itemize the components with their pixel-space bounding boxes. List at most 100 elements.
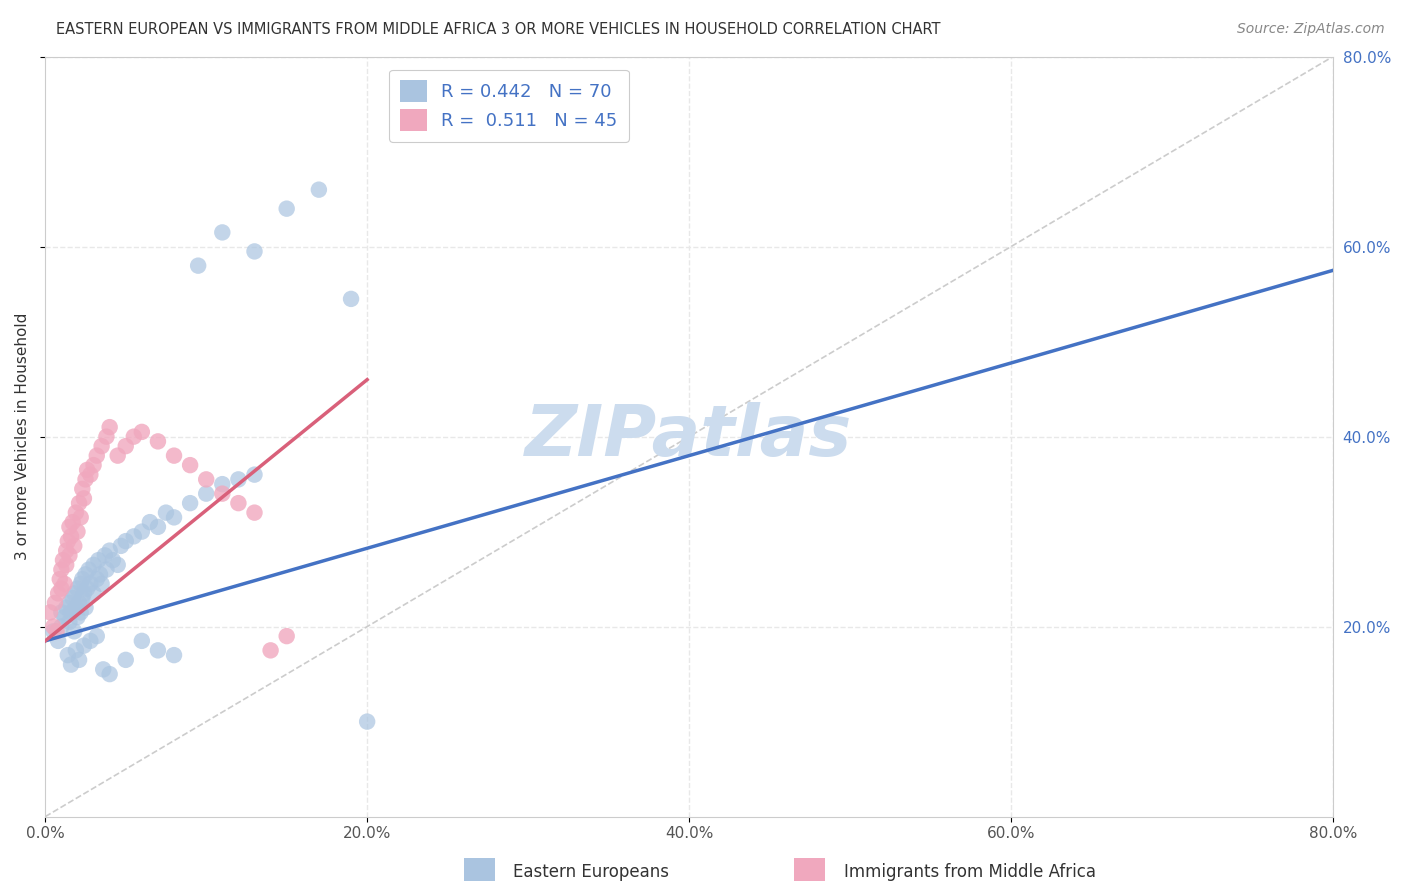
Point	[98, 667, 121, 681]
Point	[89, 567, 111, 582]
Point	[79, 577, 101, 591]
Point	[46, 633, 69, 648]
Point	[146, 520, 169, 534]
Point	[86, 572, 108, 586]
Point	[67, 596, 90, 610]
Point	[69, 510, 91, 524]
Point	[42, 624, 65, 639]
Point	[110, 539, 132, 553]
Point	[51, 582, 73, 596]
Point	[42, 619, 65, 633]
Point	[83, 586, 105, 600]
Text: Source: ZipAtlas.com: Source: ZipAtlas.com	[1237, 22, 1385, 37]
Point	[155, 506, 177, 520]
Point	[187, 259, 209, 273]
Point	[73, 639, 96, 653]
Point	[73, 586, 96, 600]
Point	[66, 524, 89, 539]
Point	[79, 633, 101, 648]
Point	[39, 606, 62, 620]
Point	[179, 496, 201, 510]
Point	[56, 648, 79, 662]
Point	[79, 467, 101, 482]
Point	[51, 619, 73, 633]
Point	[96, 563, 118, 577]
Point	[114, 653, 136, 667]
Point	[60, 606, 83, 620]
Point	[53, 577, 76, 591]
Point	[69, 577, 91, 591]
Point	[49, 572, 72, 586]
Point	[146, 643, 169, 657]
Point	[211, 477, 233, 491]
Point	[51, 563, 73, 577]
Point	[356, 714, 378, 729]
Point	[139, 515, 162, 529]
Point	[45, 624, 67, 639]
Point	[77, 563, 100, 577]
Point	[46, 586, 69, 600]
Point	[86, 449, 108, 463]
Point	[73, 491, 96, 506]
Point	[90, 577, 112, 591]
Point	[228, 472, 250, 486]
Point	[211, 486, 233, 500]
Point	[122, 529, 145, 543]
Point	[107, 558, 129, 572]
Point	[243, 506, 266, 520]
Point	[76, 463, 98, 477]
Point	[62, 591, 84, 606]
Point	[276, 629, 298, 643]
Point	[131, 633, 153, 648]
Point	[51, 606, 73, 620]
Point	[83, 558, 105, 572]
Point	[58, 520, 80, 534]
Point	[63, 586, 86, 600]
Point	[55, 543, 77, 558]
Point	[122, 430, 145, 444]
Point	[75, 600, 97, 615]
Text: EASTERN EUROPEAN VS IMMIGRANTS FROM MIDDLE AFRICA 3 OR MORE VEHICLES IN HOUSEHOL: EASTERN EUROPEAN VS IMMIGRANTS FROM MIDD…	[56, 22, 941, 37]
Point	[58, 596, 80, 610]
Point	[69, 606, 91, 620]
Point	[163, 648, 186, 662]
Point	[107, 449, 129, 463]
Point	[76, 582, 98, 596]
Point	[52, 553, 75, 567]
Point	[53, 610, 76, 624]
Y-axis label: 3 or more Vehicles in Household: 3 or more Vehicles in Household	[15, 313, 30, 560]
Point	[72, 572, 94, 586]
Point	[67, 653, 90, 667]
Point	[163, 510, 186, 524]
Point	[75, 567, 97, 582]
Point	[72, 482, 94, 496]
Point	[65, 506, 87, 520]
Point	[243, 244, 266, 259]
Point	[195, 486, 218, 500]
Point	[96, 430, 118, 444]
Text: ZIPatlas: ZIPatlas	[526, 402, 852, 471]
Point	[67, 496, 90, 510]
Point	[114, 534, 136, 549]
Point	[65, 643, 87, 657]
Point	[211, 226, 233, 240]
Point	[179, 458, 201, 472]
Point	[58, 549, 80, 563]
Point	[63, 624, 86, 639]
Point	[75, 472, 97, 486]
Point	[55, 558, 77, 572]
Point	[83, 458, 105, 472]
Point	[340, 292, 363, 306]
Point	[62, 515, 84, 529]
Point	[276, 202, 298, 216]
Point	[87, 553, 110, 567]
Point	[58, 615, 80, 629]
Point	[86, 629, 108, 643]
Point	[98, 543, 121, 558]
Point	[60, 657, 83, 672]
Point	[91, 662, 114, 676]
Point	[44, 596, 66, 610]
Point	[259, 643, 281, 657]
Point	[90, 439, 112, 453]
Point	[65, 600, 87, 615]
